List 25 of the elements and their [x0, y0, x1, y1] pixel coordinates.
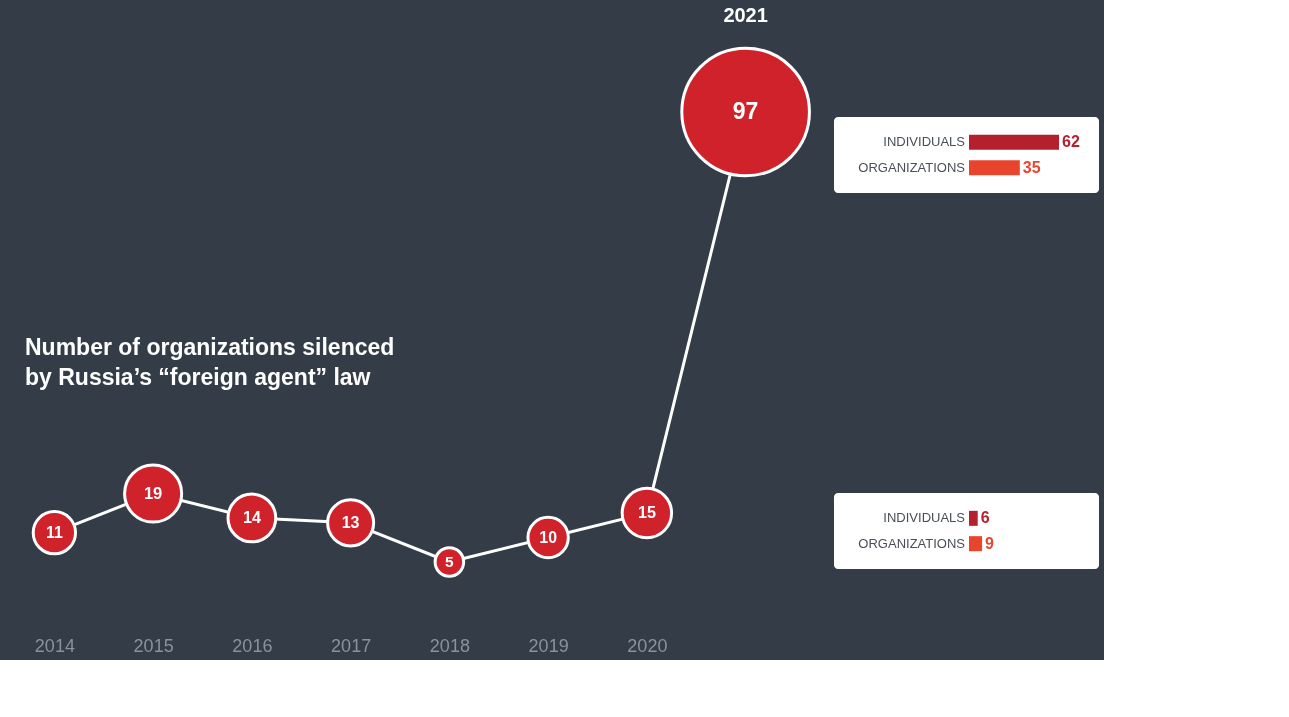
y-tick-label: INDIVIDUALS [883, 134, 966, 150]
data-label: 97 [732, 98, 759, 124]
data-label: 62 [1062, 133, 1080, 151]
data-label: 6 [980, 509, 990, 527]
x-tick-label: 2014 [34, 635, 75, 656]
x-tick-label: 2018 [429, 635, 470, 656]
data-label: 35 [1022, 158, 1041, 176]
data-label: 13 [341, 512, 360, 531]
y-tick-label: INDIVIDUALS [883, 510, 966, 526]
x-tick-label: 2020 [627, 635, 668, 656]
text: 2021 [723, 4, 768, 26]
data-label: 15 [637, 503, 656, 522]
data-label: 10 [539, 528, 558, 546]
data-label: 14 [242, 507, 261, 526]
y-tick-label: ORGANIZATIONS [858, 159, 966, 175]
x-tick-label: 2015 [133, 635, 174, 656]
x-tick-label: 2017 [331, 635, 372, 656]
data-label: 9 [985, 534, 995, 552]
data-label: 19 [143, 483, 163, 503]
data-label: 11 [45, 523, 63, 541]
y-tick-label: ORGANIZATIONS [858, 535, 966, 551]
text: Number of organizations silenced by Russia’s “foreign agent” law [25, 334, 395, 390]
x-tick-label: 2019 [528, 635, 569, 656]
data-label: 5 [445, 553, 455, 570]
x-tick-label: 2016 [232, 635, 273, 656]
